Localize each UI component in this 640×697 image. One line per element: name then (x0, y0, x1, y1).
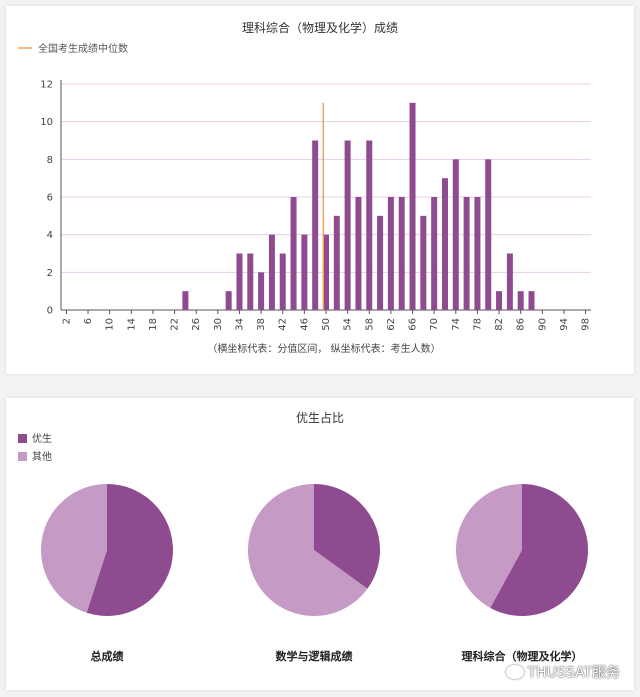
x-tick-label: 38 (256, 318, 267, 331)
bar (247, 253, 254, 310)
bar (463, 197, 470, 310)
bar (517, 291, 524, 310)
y-tick-label: 0 (47, 306, 53, 317)
y-tick-label: 10 (40, 117, 53, 128)
y-tick-label: 8 (47, 155, 53, 166)
pie-slice (314, 484, 381, 589)
y-tick-label: 4 (47, 230, 53, 241)
bar (301, 234, 308, 310)
bar (355, 197, 362, 310)
x-tick-label: 42 (278, 318, 289, 331)
bar (333, 215, 340, 310)
pie-card: 优生占比优生其他总成绩 数学与逻辑成绩 理科综合（物理及化学） THUSSAT服务 (6, 398, 634, 690)
x-tick-label: 6 (83, 318, 94, 324)
watermark-text: THUSSAT服务 (527, 665, 620, 681)
bar (236, 253, 243, 310)
legend-median-label: 全国考生成绩中位数 (38, 42, 128, 55)
bar (312, 140, 319, 310)
bar (452, 159, 459, 310)
x-tick-label: 34 (234, 318, 245, 331)
legend-swatch (18, 434, 27, 443)
bar (506, 253, 513, 310)
x-tick-label: 70 (429, 318, 440, 331)
legend-label: 优生 (32, 432, 52, 445)
x-tick-label: 50 (321, 318, 332, 331)
bar (496, 291, 503, 310)
x-tick-label: 82 (494, 318, 505, 331)
bar (409, 102, 416, 310)
chart-title: 优生占比 (296, 410, 344, 425)
pie-label: 理科综合（物理及化学） (462, 649, 583, 663)
x-tick-label: 90 (537, 318, 548, 331)
y-tick-label: 12 (40, 80, 53, 91)
bar (431, 197, 438, 310)
bar (366, 140, 373, 310)
x-tick-label: 94 (559, 318, 570, 331)
y-tick-label: 6 (47, 193, 53, 204)
pie-slice (490, 484, 588, 616)
x-tick-label: 14 (126, 318, 137, 331)
bar (258, 272, 265, 310)
bar (441, 178, 448, 310)
legend-swatch (18, 452, 27, 461)
bar (290, 197, 297, 310)
bar (323, 234, 329, 310)
bar (485, 159, 492, 310)
x-tick-label: 78 (472, 318, 483, 331)
histogram-card: 理科综合（物理及化学）成绩 全国考生成绩中位数 0 2 4 6 8 10 12 2 6 10 14 18 2… (6, 6, 634, 374)
x-tick-label: 98 (581, 318, 592, 331)
x-tick-label: 30 (213, 318, 224, 331)
pie-slice (86, 484, 173, 616)
legend-label: 其他 (32, 450, 52, 463)
x-tick-label: 66 (408, 318, 419, 331)
bar (268, 234, 275, 310)
x-tick-label: 18 (148, 318, 159, 331)
x-tick-label: 2 (61, 318, 72, 324)
axis-note: （横坐标代表：分值区间， 纵坐标代表：考生人数） (207, 342, 440, 355)
wechat-icon (505, 665, 524, 679)
pie-label: 数学与逻辑成绩 (276, 649, 353, 663)
bar (225, 291, 232, 310)
pie-label: 总成绩 (91, 649, 124, 663)
x-tick-label: 74 (451, 318, 462, 331)
x-tick-label: 10 (105, 318, 116, 331)
watermark: THUSSAT服务 (505, 662, 620, 682)
x-tick-label: 22 (170, 318, 181, 331)
bar (182, 291, 189, 310)
bar (474, 197, 481, 310)
pie-slice (248, 484, 368, 616)
bar (420, 215, 427, 310)
x-tick-label: 58 (364, 318, 375, 331)
pie-slice (40, 484, 107, 613)
x-tick-label: 46 (299, 318, 310, 331)
bar (387, 197, 394, 310)
chart-title: 理科综合（物理及化学）成绩 (242, 20, 398, 35)
bar (279, 253, 286, 310)
bar (344, 140, 351, 310)
x-tick-label: 26 (191, 318, 202, 331)
bar (528, 291, 535, 310)
bar (398, 197, 405, 310)
x-tick-label: 54 (343, 318, 354, 331)
bar (377, 215, 384, 310)
x-tick-label: 86 (516, 318, 527, 331)
pie-slice (455, 484, 522, 608)
y-tick-label: 2 (47, 268, 53, 279)
x-tick-label: 62 (386, 318, 397, 331)
